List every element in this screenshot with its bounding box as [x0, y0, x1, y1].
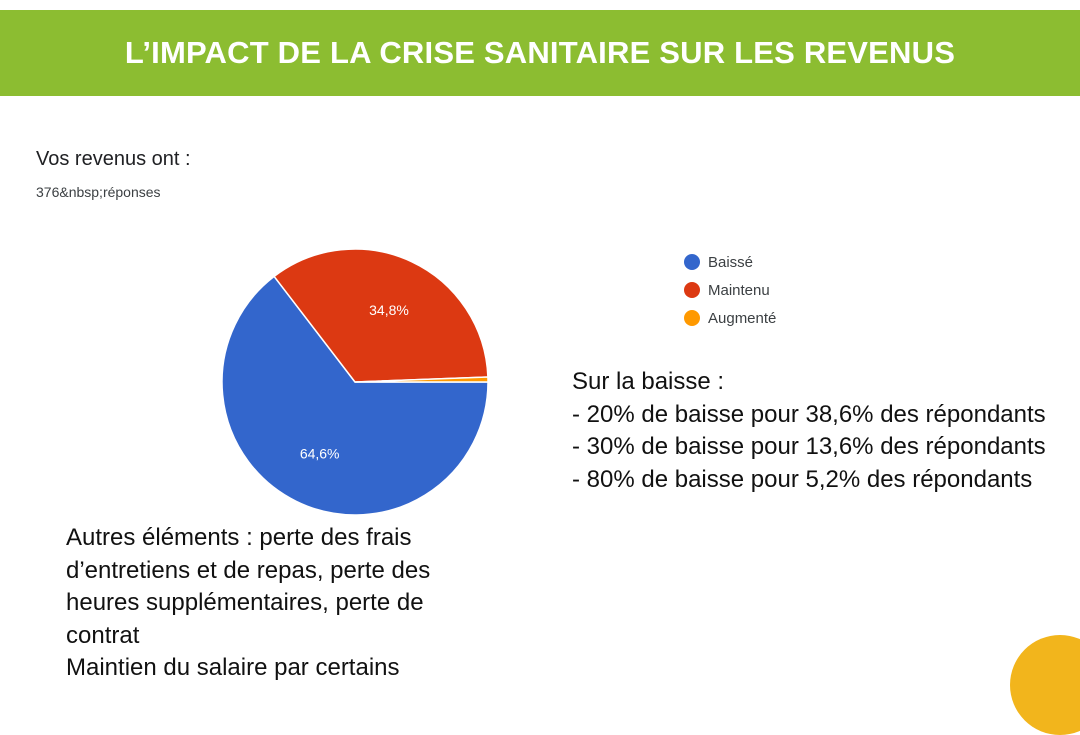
title-banner: L’IMPACT DE LA CRISE SANITAIRE SUR LES R… — [0, 10, 1080, 96]
pie-slice-0 — [221, 275, 489, 516]
legend-dot-baisse — [684, 254, 700, 270]
legend-label-augmente: Augmenté — [708, 309, 777, 327]
pie-slice-1 — [273, 248, 489, 383]
others-line: Autres éléments : perte des frais d’entr… — [66, 524, 431, 649]
legend-label-baisse: Baissé — [708, 253, 754, 271]
decrease-notes: Sur la baisse : - 20% de baisse pour 38,… — [572, 366, 1052, 496]
legend-item-baisse: Baissé — [684, 248, 776, 276]
legend-item-augmente: Augmenté — [684, 304, 776, 332]
other-elements-text: Autres éléments : perte des frais d’entr… — [66, 522, 496, 685]
legend-dot-augmente — [684, 310, 700, 326]
chart-legend: Baissé Maintenu Augmenté — [684, 248, 776, 332]
pie-slice-label-1: 34,8% — [369, 302, 409, 318]
page-title: L’IMPACT DE LA CRISE SANITAIRE SUR LES R… — [124, 35, 956, 70]
notes-heading: Sur la baisse : — [572, 368, 725, 395]
legend-label-maintenu: Maintenu — [708, 281, 770, 299]
responses-count: 376&nbsp;réponses — [36, 184, 161, 200]
question-label: Vos revenus ont : — [36, 148, 191, 170]
notes-line: - 80% de baisse pour 5,2% des répondants — [572, 465, 1033, 493]
notes-line: - 20% de baisse pour 38,6% des répondant… — [572, 400, 1046, 428]
legend-dot-maintenu — [684, 282, 700, 298]
others-line: Maintien du salaire par certains — [66, 654, 400, 681]
notes-line: - 30% de baisse pour 13,6% des répondant… — [572, 433, 1046, 460]
legend-item-maintenu: Maintenu — [684, 276, 776, 304]
pie-slice-label-0: 64,6% — [300, 446, 340, 462]
pie-chart: 64,6% 34,8% — [221, 248, 489, 516]
pie-slice-2 — [354, 376, 489, 383]
